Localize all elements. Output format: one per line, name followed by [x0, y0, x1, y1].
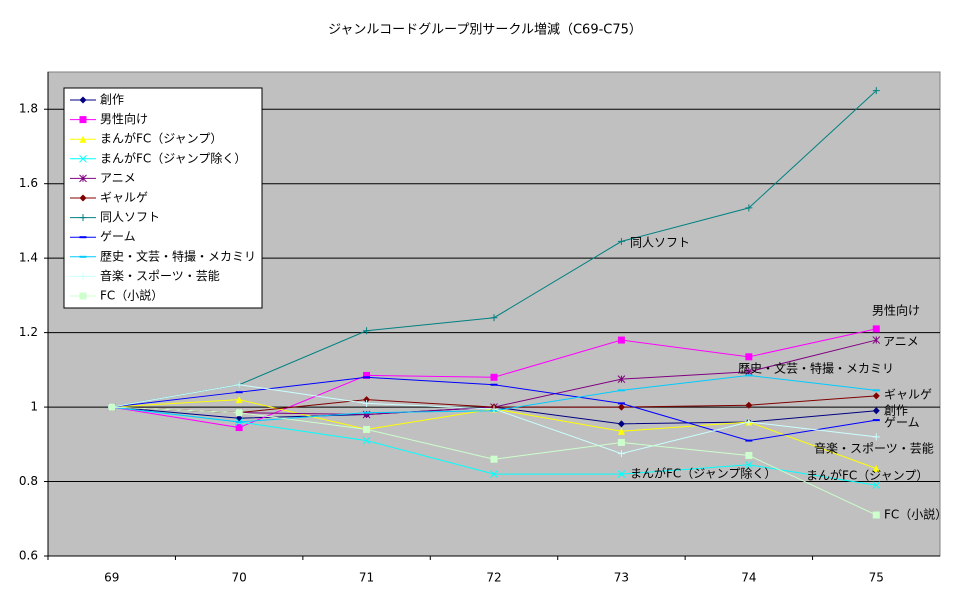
- marker: [745, 353, 753, 361]
- marker: [872, 511, 880, 519]
- line-annotation: 創作: [884, 404, 908, 418]
- marker: [79, 154, 87, 163]
- x-tick-label: 70: [232, 571, 247, 585]
- marker: [490, 373, 498, 381]
- legend-label: 創作: [100, 93, 124, 107]
- marker: [872, 87, 880, 95]
- legend-label: 男性向け: [100, 111, 148, 126]
- y-tick-label: 1.2: [19, 325, 38, 339]
- line-annotation: 同人ソフト: [630, 236, 690, 250]
- marker: [617, 438, 625, 446]
- marker: [745, 401, 753, 409]
- legend-label: 同人ソフト: [100, 210, 160, 224]
- line-annotation: まんがFC（ジャンプ）: [806, 468, 928, 483]
- marker: [362, 436, 371, 445]
- marker: [363, 396, 371, 404]
- marker: [617, 470, 626, 478]
- y-tick-label: 1: [30, 400, 38, 414]
- line-annotation: 男性向け: [872, 303, 920, 318]
- legend-label: 歴史・文芸・特撮・メカミリ: [100, 248, 256, 263]
- grid: 0.6 0.8 1 1.2 1.4 1.6 1.8 69 70 71 72 73 74 75: [19, 72, 940, 585]
- x-tick-label: 74: [741, 571, 756, 585]
- marker: [617, 450, 625, 458]
- legend-label: FC（小説）: [100, 288, 163, 303]
- x-tick-label: 69: [104, 571, 119, 585]
- legend-label: ギャルゲ: [100, 191, 148, 205]
- series-lines: [107, 87, 881, 519]
- marker: [872, 433, 880, 441]
- marker: [617, 427, 625, 435]
- y-tick-label: 1.6: [19, 176, 38, 190]
- marker: [235, 396, 243, 404]
- y-tick-label: 0.8: [19, 474, 38, 488]
- marker: [235, 381, 243, 389]
- marker: [79, 116, 87, 124]
- marker: [79, 194, 87, 202]
- line-annotation: まんがFC（ジャンプ除く）: [630, 466, 776, 481]
- marker: [872, 392, 880, 400]
- y-tick-label: 1.8: [19, 102, 38, 116]
- legend-label: 音楽・スポーツ・芸能: [100, 268, 220, 283]
- marker: [79, 96, 87, 104]
- marker: [872, 465, 880, 473]
- legend: [63, 87, 263, 309]
- marker: [490, 455, 498, 463]
- marker: [363, 371, 371, 379]
- marker: [745, 418, 753, 426]
- x-tick-label: 75: [869, 571, 884, 585]
- line-annotation: 音楽・スポーツ・芸能: [814, 441, 934, 456]
- marker: [235, 424, 243, 432]
- legend-label: ゲーム: [100, 230, 136, 244]
- marker: [617, 403, 625, 411]
- marker: [490, 314, 498, 322]
- legend-label: アニメ: [100, 171, 136, 185]
- marker: [108, 403, 116, 411]
- marker: [79, 292, 87, 300]
- y-tick-label: 0.6: [19, 549, 38, 563]
- x-tick-label: 71: [359, 571, 374, 585]
- legend-label: まんがFC（ジャンプ）: [100, 131, 222, 146]
- marker: [617, 336, 625, 344]
- marker: [363, 399, 371, 407]
- marker: [745, 460, 753, 469]
- marker: [617, 375, 626, 384]
- marker: [872, 481, 881, 490]
- marker: [79, 174, 87, 183]
- x-tick-label: 73: [614, 571, 629, 585]
- line-annotation: アニメ: [883, 335, 919, 349]
- marker: [363, 425, 371, 433]
- marker: [745, 451, 753, 459]
- marker: [617, 420, 625, 428]
- marker: [490, 405, 498, 413]
- marker: [490, 470, 498, 478]
- line-annotation: FC（小説）: [884, 507, 947, 522]
- marker: [617, 237, 625, 245]
- legend-label: まんがFC（ジャンプ除く）: [100, 150, 246, 165]
- line-annotation: ゲーム: [884, 416, 920, 430]
- marker: [745, 367, 753, 376]
- marker: [745, 204, 753, 212]
- marker: [79, 272, 87, 280]
- line-annotation: ギャルゲ: [884, 388, 932, 402]
- marker: [235, 409, 243, 417]
- marker: [872, 325, 880, 333]
- marker: [363, 327, 371, 335]
- marker: [79, 135, 87, 143]
- x-tick-label: 72: [486, 571, 501, 585]
- marker: [79, 214, 87, 222]
- marker: [872, 407, 880, 415]
- line-annotation: 歴史・文芸・特撮・メカミリ: [738, 361, 894, 376]
- marker: [872, 336, 881, 344]
- y-tick-label: 1.4: [19, 251, 38, 265]
- chart-title: ジャンルコードグループ別サークル増減（C69-C75）: [328, 22, 642, 38]
